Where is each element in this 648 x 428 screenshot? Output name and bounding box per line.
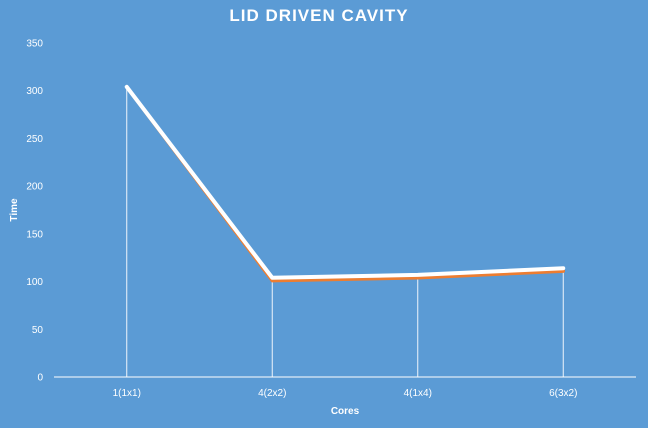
data-point <box>416 273 420 277</box>
chart-title: LID DRIVEN CAVITY <box>229 6 408 25</box>
data-point <box>270 276 274 280</box>
series-line-2 <box>125 85 565 283</box>
x-tick-label: 6(3x2) <box>549 388 577 399</box>
y-tick-label: 0 <box>37 373 43 384</box>
series-group <box>124 84 566 283</box>
x-axis-ticks: 1(1x1) 4(2x2) 4(1x4) 6(3x2) <box>113 388 578 399</box>
data-point <box>125 85 129 89</box>
data-point <box>416 276 420 280</box>
data-point <box>270 279 274 283</box>
drop-lines <box>126 86 564 377</box>
y-tick-label: 350 <box>26 39 43 50</box>
x-tick-label: 4(2x2) <box>258 388 286 399</box>
y-axis-ticks: 0 50 100 150 200 250 300 350 <box>26 39 43 384</box>
y-tick-label: 300 <box>26 86 43 97</box>
y-tick-label: 200 <box>26 182 43 193</box>
data-point <box>561 266 565 270</box>
series-line-1 <box>124 84 566 280</box>
x-tick-label: 1(1x1) <box>113 388 141 399</box>
x-tick-label: 4(1x4) <box>404 388 432 399</box>
x-axis-label: Cores <box>331 406 360 417</box>
y-tick-label: 250 <box>26 134 43 145</box>
y-tick-label: 150 <box>26 229 43 240</box>
y-tick-label: 100 <box>26 277 43 288</box>
y-tick-label: 50 <box>32 325 44 336</box>
y-axis-label: Time <box>9 198 20 222</box>
data-point <box>561 269 565 273</box>
